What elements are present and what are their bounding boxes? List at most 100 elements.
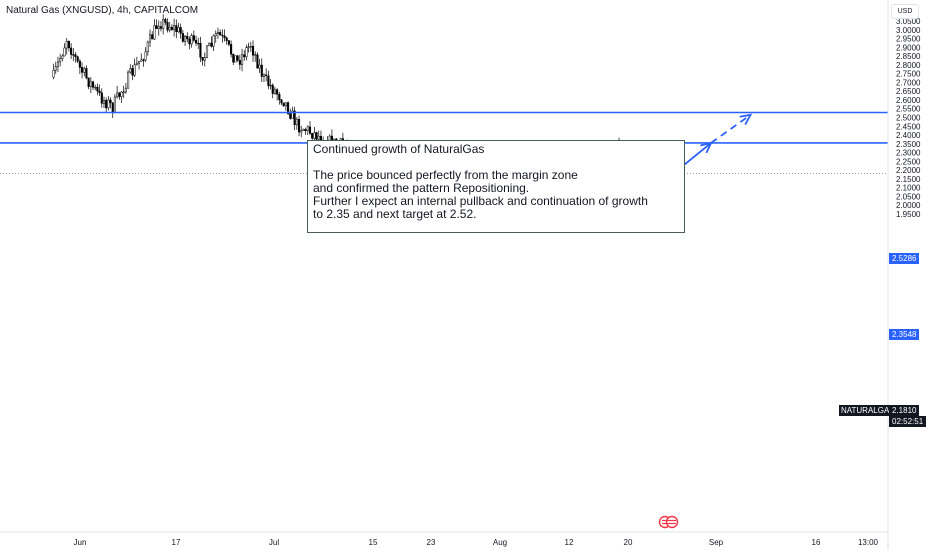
candle-down <box>267 75 270 86</box>
candle-up <box>302 129 305 131</box>
candle-down <box>81 67 84 73</box>
candle-down <box>164 19 167 23</box>
candle-down <box>111 102 114 113</box>
candle-down <box>293 110 296 126</box>
candle-up <box>205 45 209 58</box>
candle-up <box>94 86 97 89</box>
candle-down <box>85 68 88 79</box>
candle-down <box>192 35 195 41</box>
time-tick-label: Jul <box>269 538 279 547</box>
forecast-arrowhead <box>739 113 753 125</box>
candle-up <box>258 64 261 69</box>
candle-up <box>247 46 250 48</box>
candle-up <box>317 135 320 140</box>
candle-up <box>63 47 66 57</box>
price-tick-label: 2.4500 <box>896 122 921 131</box>
time-tick-label: Sep <box>709 538 724 547</box>
candle-down <box>311 133 314 139</box>
candle-up <box>135 62 138 66</box>
candle-down <box>308 126 312 134</box>
candle-down <box>76 56 79 62</box>
candle-up <box>89 81 92 87</box>
annotation-textbox[interactable]: Continued growth of NaturalGas The price… <box>307 140 685 233</box>
candle-up <box>241 54 244 65</box>
candle-up <box>262 74 266 77</box>
candle-down <box>230 44 233 55</box>
candle-up <box>269 84 272 87</box>
candle-down <box>159 26 163 29</box>
price-axis[interactable]: 3.05003.00002.95002.90002.85002.80002.75… <box>896 17 921 219</box>
candle-up <box>107 99 110 109</box>
candle-down <box>221 34 224 37</box>
time-tick-label: 16 <box>812 538 821 547</box>
candle-up <box>148 34 152 43</box>
price-tick-label: 3.0000 <box>896 26 921 35</box>
time-tick-label: 23 <box>427 538 436 547</box>
candle-down <box>271 84 274 94</box>
candle-down <box>87 77 90 87</box>
candle-down <box>181 33 184 42</box>
price-tick-label: 2.3500 <box>896 140 921 149</box>
candle-down <box>304 129 307 132</box>
time-axis[interactable]: Jun 17 Jul 15 23 Aug 12 20 Sep 16 13:00 <box>74 538 879 547</box>
candle-down <box>210 42 213 47</box>
candle-up <box>168 26 171 31</box>
price-tick-label: 2.9500 <box>896 35 921 44</box>
candle-down <box>131 68 134 76</box>
candle-down <box>227 40 230 45</box>
candle-up <box>300 130 303 133</box>
time-tick-label: 20 <box>624 538 633 547</box>
forecast-segment[interactable] <box>710 114 752 144</box>
candle-up <box>113 96 116 113</box>
candle-down <box>256 54 259 69</box>
price-tick-label: 2.6500 <box>896 87 921 96</box>
candle-down <box>260 64 263 77</box>
candle-down <box>72 54 75 56</box>
candle-up <box>306 126 309 132</box>
candle-down <box>155 25 158 29</box>
candle-down <box>197 42 200 45</box>
price-tick-label: 2.7500 <box>896 70 921 79</box>
candle-down <box>276 89 279 95</box>
candle-down <box>278 93 281 101</box>
candle-up <box>52 69 55 78</box>
candle-up <box>146 41 149 53</box>
last-price-tag[interactable]: 2.1810 <box>889 405 920 416</box>
candle-up <box>214 33 217 37</box>
candle-down <box>67 40 70 49</box>
time-tick-label: 13:00 <box>858 538 879 547</box>
candle-up <box>212 35 215 47</box>
symbol-label: NATURALGAS <box>839 405 897 416</box>
candle-down <box>219 32 222 36</box>
price-tick-label: 2.2500 <box>896 157 921 166</box>
time-tick-label: Jun <box>74 538 87 547</box>
time-tick-label: Aug <box>493 538 507 547</box>
candle-down <box>232 53 235 63</box>
candle-up <box>273 89 276 94</box>
candle-up <box>157 26 160 29</box>
candle-down <box>175 25 178 33</box>
candle-up <box>245 47 248 58</box>
candle-up <box>216 32 219 34</box>
candle-up <box>65 40 68 49</box>
level-lower-price-tag[interactable]: 2.3548 <box>889 329 920 340</box>
candle-down <box>109 99 112 104</box>
candle-down <box>282 102 285 107</box>
level-upper-price-tag[interactable]: 2.5286 <box>889 253 920 264</box>
candle-down <box>225 37 228 41</box>
candle-down <box>287 102 290 114</box>
earnings-flag-icon[interactable] <box>658 515 679 529</box>
price-tick-label: 3.0500 <box>896 17 921 26</box>
price-tick-label: 1.9500 <box>896 210 921 219</box>
candle-up <box>59 58 62 63</box>
candle-up <box>177 27 180 33</box>
price-tick-label: 2.5000 <box>896 114 921 123</box>
candle-down <box>315 132 318 140</box>
currency-selector[interactable]: USD <box>891 4 919 19</box>
candle-up <box>116 92 119 98</box>
candle-down <box>100 92 103 104</box>
time-tick-label: 15 <box>369 538 378 547</box>
annotation-line: and confirmed the pattern Repositioning. <box>313 181 530 195</box>
candle-down <box>297 119 301 133</box>
